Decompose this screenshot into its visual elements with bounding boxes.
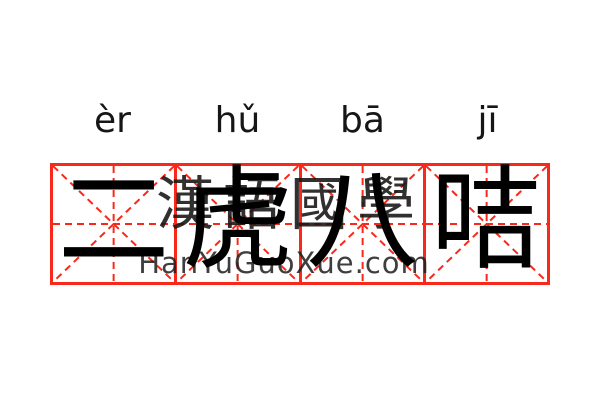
pinyin-syllable-2: hǔ xyxy=(214,100,261,141)
grid-cell-1: 二 xyxy=(53,155,175,286)
cell-guide-lines xyxy=(425,166,547,282)
pinyin-syllable-4: jī xyxy=(477,100,498,141)
hanzi-character-4: 咭 xyxy=(430,155,543,286)
hanzi-character-3: 八 xyxy=(306,155,419,286)
grid-cell-4: 咭 xyxy=(422,155,547,286)
watermark-site-url: HanYuGuoXue.com xyxy=(138,246,430,280)
cell-guide-lines xyxy=(301,166,423,282)
hanzi-character-2: 虎 xyxy=(181,155,294,286)
practice-grid: 二 虎 八 xyxy=(50,163,550,285)
pinyin-syllable-1: èr xyxy=(94,100,131,141)
grid-cell-3: 八 xyxy=(298,155,423,286)
grid-cell-2: 虎 xyxy=(174,155,299,286)
watermark-cjk-text: 漢語國學 xyxy=(156,170,425,238)
cell-guide-lines xyxy=(177,166,299,282)
pinyin-syllable-3: bā xyxy=(340,100,385,141)
hanzi-character-1: 二 xyxy=(57,155,170,286)
cell-guide-lines xyxy=(53,166,175,282)
